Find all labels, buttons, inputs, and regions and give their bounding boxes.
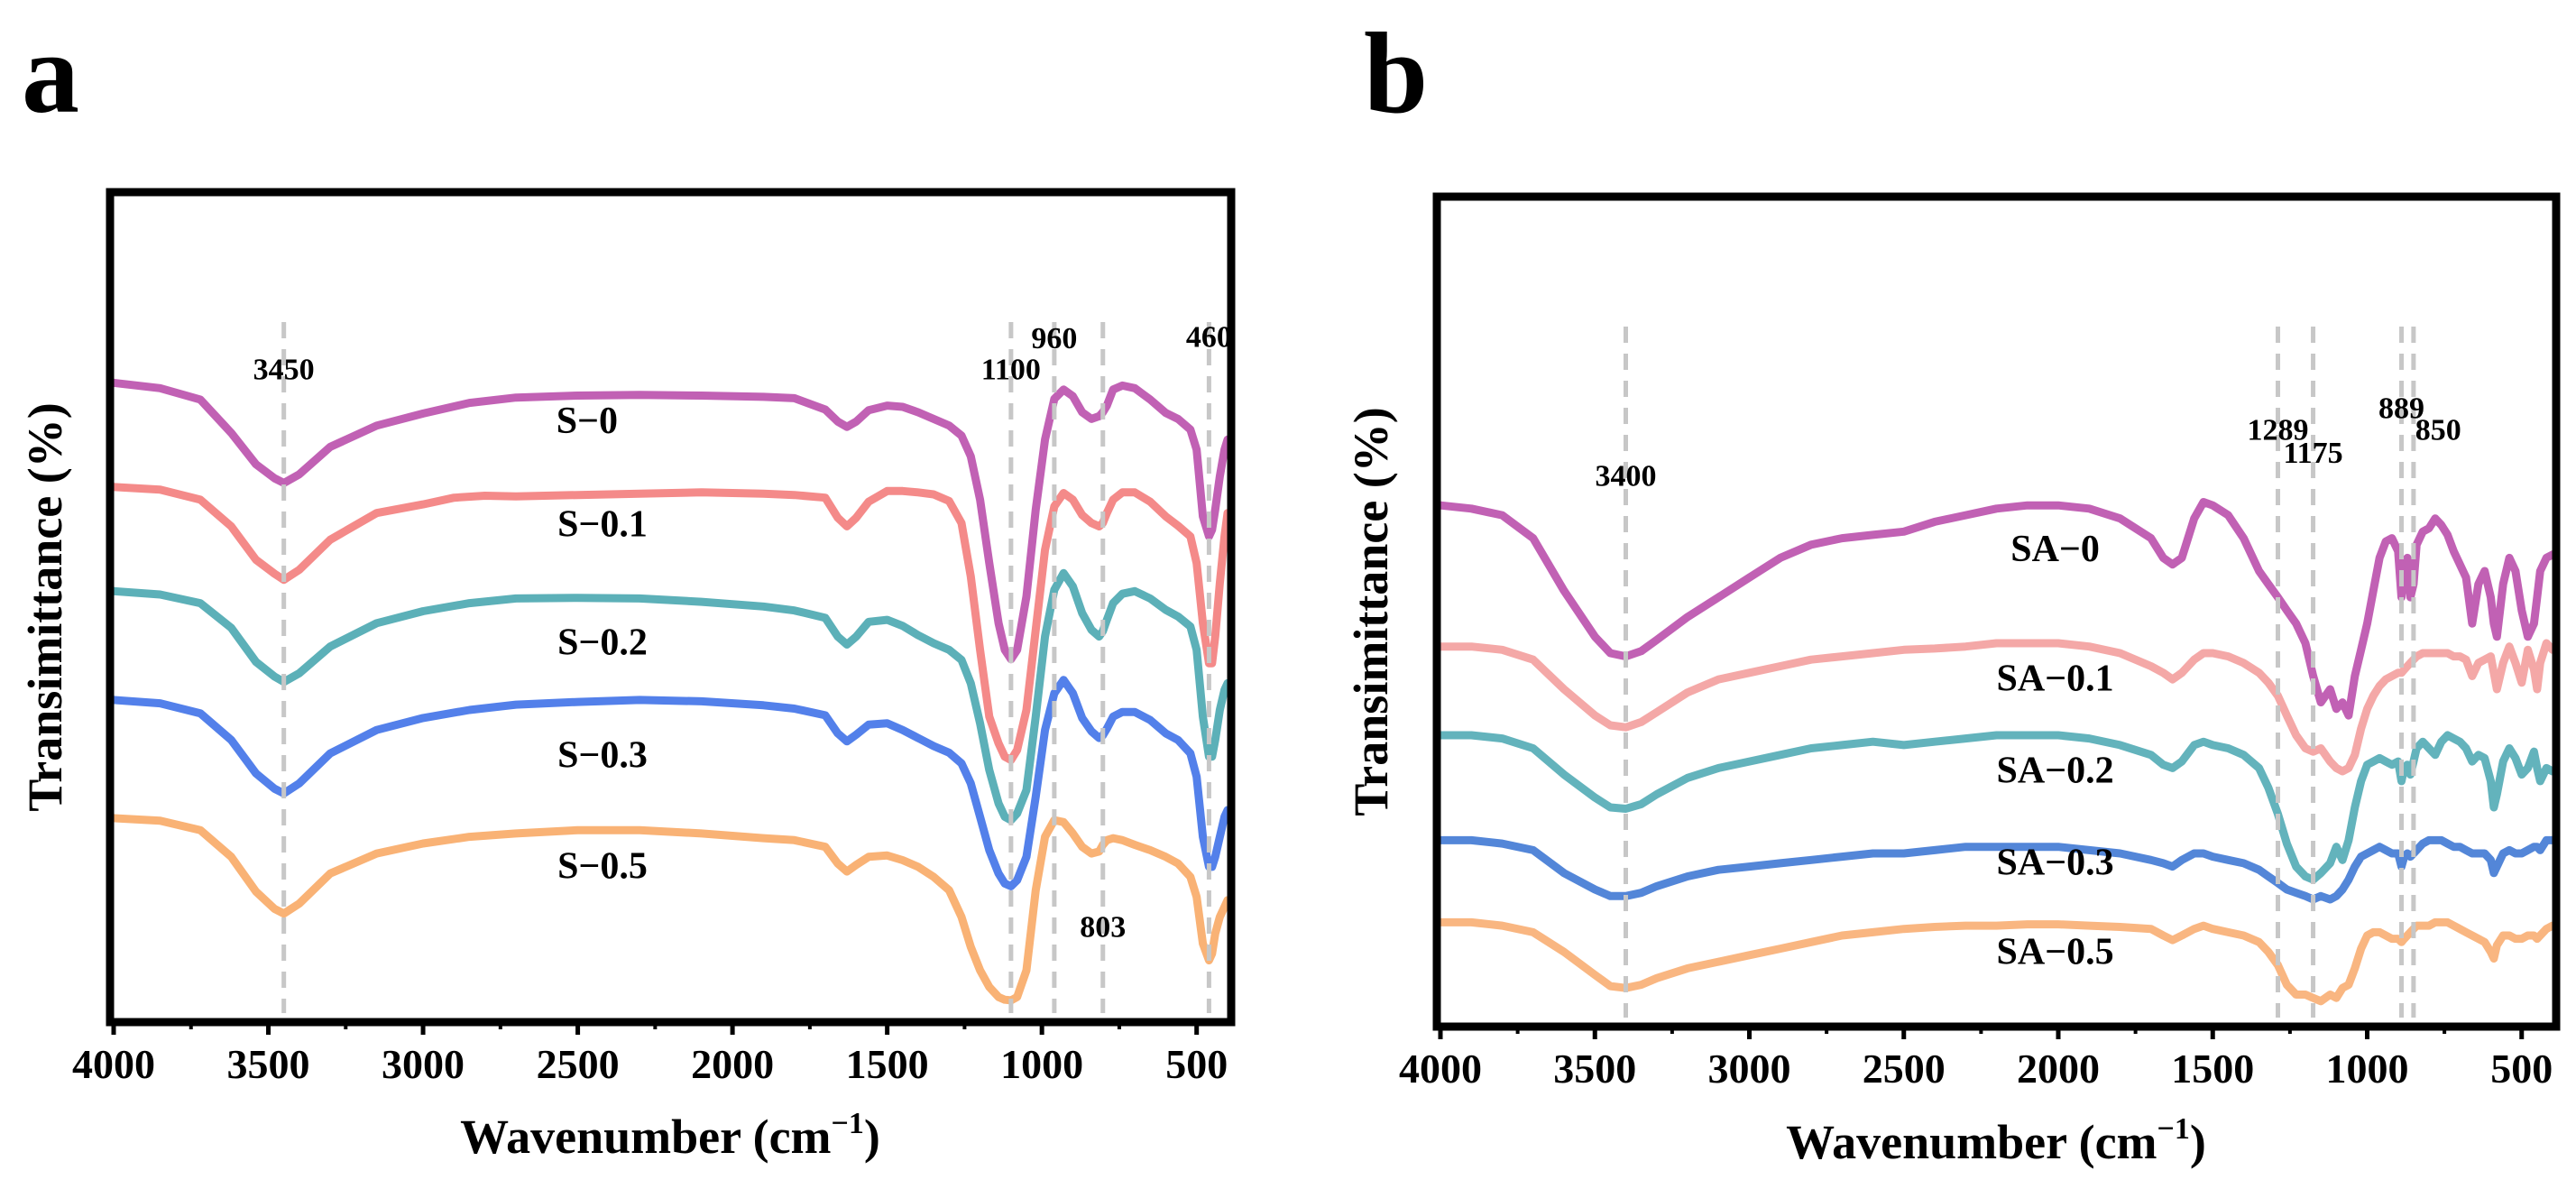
x-tick-label-a-4: 2000 bbox=[691, 1041, 774, 1087]
panel-a-x-ticks: 4000 3500 3000 2500 2000 1500 1000 500 bbox=[72, 1022, 1228, 1087]
x-tick-label-b-0: 4000 bbox=[1399, 1046, 1482, 1092]
peak-label-b-2: 1175 bbox=[2284, 437, 2343, 470]
panel-b-x-axis-title: Wavenumber (cm−1) bbox=[1786, 1112, 2206, 1169]
series-line-a-2 bbox=[109, 568, 1232, 825]
x-tick-label-a-5: 1500 bbox=[846, 1041, 929, 1087]
series-line-b-2 bbox=[1436, 731, 2557, 884]
panel-a-letter: a bbox=[22, 9, 79, 137]
series-label-a-2: S−0.2 bbox=[557, 622, 648, 664]
series-line-a-4 bbox=[109, 814, 1232, 1005]
series-label-a-0: S−0 bbox=[557, 401, 618, 442]
series-label-a-1: S−0.1 bbox=[557, 504, 648, 546]
panel-b-plot: SA−0 SA−0.1 SA−0.2 SA−0.3 SA−0.5 3400 1289117… bbox=[1344, 192, 2561, 1169]
panel-a-x-axis-title: Wavenumber (cm−1) bbox=[460, 1107, 880, 1164]
panel-a-reference-lines bbox=[281, 322, 1211, 1013]
x-tick-label-b-4: 2000 bbox=[2017, 1046, 2100, 1092]
series-label-b-4: SA−0.5 bbox=[1997, 931, 2114, 972]
x-tick-label-a-1: 3500 bbox=[227, 1041, 310, 1087]
panel-a-series-labels: S−0 S−0.1 S−0.2 S−0.3 S−0.5 bbox=[557, 401, 648, 888]
series-line-a-1 bbox=[109, 483, 1232, 764]
series-label-b-2: SA−0.2 bbox=[1997, 750, 2114, 791]
peak-label-b-3: 889 bbox=[2378, 392, 2424, 425]
series-line-b-4 bbox=[1436, 917, 2557, 1006]
panel-b-series-labels: SA−0 SA−0.1 SA−0.2 SA−0.3 SA−0.5 bbox=[1997, 529, 2114, 972]
panel-b-letter: b bbox=[1364, 9, 1428, 137]
panel-b-reference-lines bbox=[1624, 327, 2416, 1018]
series-label-b-0: SA−0 bbox=[2010, 529, 2100, 570]
x-tick-label-b-2: 3000 bbox=[1708, 1046, 1791, 1092]
series-line-b-3 bbox=[1436, 835, 2557, 904]
x-tick-label-a-6: 1000 bbox=[1000, 1041, 1083, 1087]
x-tick-label-a-7: 500 bbox=[1165, 1041, 1228, 1087]
series-line-a-3 bbox=[109, 676, 1232, 890]
peak-label-a-2: 960 bbox=[1031, 322, 1077, 355]
series-label-b-1: SA−0.1 bbox=[1997, 658, 2114, 699]
x-tick-label-b-7: 500 bbox=[2490, 1046, 2553, 1092]
series-label-b-3: SA−0.3 bbox=[1997, 842, 2114, 883]
peak-label-a-0: 3450 bbox=[253, 354, 315, 387]
peak-label-b-0: 3400 bbox=[1596, 459, 1657, 493]
x-tick-label-b-3: 2500 bbox=[1863, 1046, 1946, 1092]
series-line-a-0 bbox=[109, 378, 1232, 664]
series-line-b-1 bbox=[1436, 639, 2557, 776]
panel-b-y-axis-title: Transimittance (%) bbox=[1344, 407, 1398, 816]
peak-label-b-4: 850 bbox=[2415, 413, 2461, 447]
x-tick-label-b-5: 1500 bbox=[2171, 1046, 2254, 1092]
panel-a-series-group bbox=[109, 378, 1232, 1005]
panel-a-plot-frame bbox=[106, 188, 1236, 1027]
series-label-a-3: S−0.3 bbox=[557, 735, 648, 777]
x-tick-label-a-2: 3000 bbox=[382, 1041, 465, 1087]
x-tick-label-a-3: 2500 bbox=[537, 1041, 620, 1087]
panel-a-y-axis-title: Transimittance (%) bbox=[18, 402, 72, 811]
series-line-b-0 bbox=[1436, 498, 2557, 720]
panel-b-series-group bbox=[1436, 498, 2557, 1006]
peak-label-a-1: 1100 bbox=[981, 354, 1041, 387]
series-label-a-4: S−0.5 bbox=[557, 845, 648, 887]
panel-b-plot-frame bbox=[1432, 192, 2561, 1031]
x-tick-label-b-1: 3500 bbox=[1553, 1046, 1636, 1092]
peak-label-a-4: 803 bbox=[1080, 911, 1126, 945]
x-tick-label-a-0: 4000 bbox=[72, 1041, 155, 1087]
panel-b-x-ticks: 4000 3500 3000 2500 2000 1500 1000 500 bbox=[1399, 1027, 2553, 1092]
x-tick-label-b-6: 1000 bbox=[2326, 1046, 2409, 1092]
peak-label-b-1: 1289 bbox=[2248, 413, 2309, 447]
peak-label-a-3: 460 bbox=[1186, 320, 1232, 354]
